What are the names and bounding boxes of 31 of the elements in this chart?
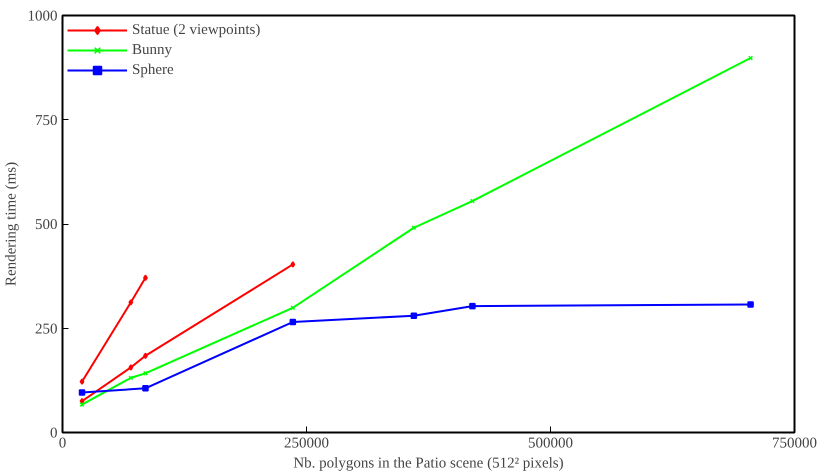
point [143,274,148,282]
point [411,225,416,230]
point [78,389,86,396]
point [80,378,84,385]
y-axis-title: Rendering time (ms) [4,162,20,286]
x-tick-label: 500000 [528,436,573,452]
point [143,352,148,360]
y-tick-label: 500 [35,217,58,233]
point [410,312,418,319]
point [142,385,149,392]
y-tick-label: 750 [35,112,58,129]
y-tick-label: 0 [50,426,58,442]
y-tick-label: 250 [35,321,58,338]
point [290,305,296,310]
x-tick-label: 250000 [284,436,329,452]
point [128,364,134,371]
point [470,198,475,204]
point [469,302,476,310]
point [128,375,134,380]
legend-label: Statue (2 viewpoints) [132,22,260,38]
point [290,318,296,326]
legend-label: Sphere [132,62,174,78]
x-axis-title: Nb. polygons in the Patio scene (512² pixels) [293,456,564,472]
point [747,301,754,308]
x-tick-label: 750000 [772,436,817,452]
point [290,261,296,268]
point [142,370,148,376]
point [128,299,134,306]
y-tick-label: 1000 [28,8,58,24]
legend-label: Bunny [132,42,172,58]
point [80,398,84,404]
